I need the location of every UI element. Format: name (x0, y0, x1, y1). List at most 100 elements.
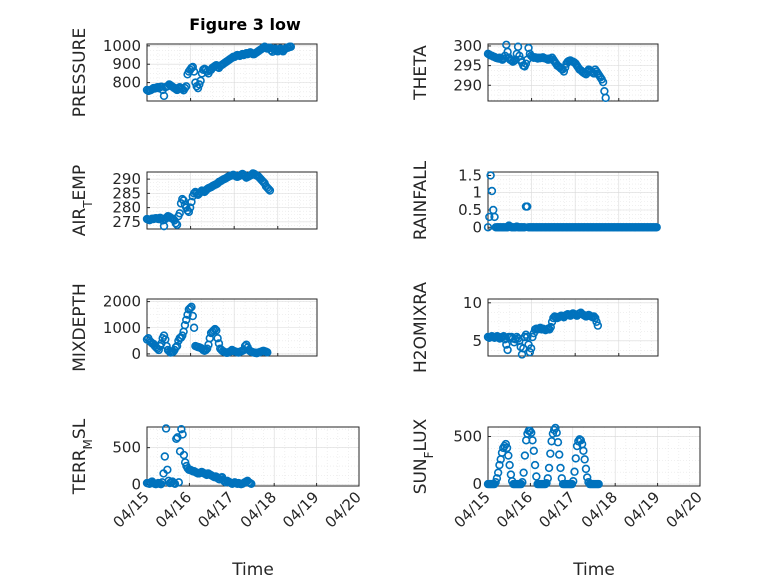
h2omixra-y-tick-label: 10 (463, 294, 482, 312)
rainfall-data-point (483, 223, 493, 232)
sun-flux-data-point (576, 436, 586, 445)
sun-flux-x-tick-label: 04/17 (535, 488, 578, 531)
air-temp-data-point (187, 197, 196, 207)
h2omixra-y-axis-label: H2OMIXRA (411, 282, 431, 373)
theta-data-point (598, 77, 608, 87)
terr-msl-data-point (160, 452, 170, 461)
terr-msl-x-tick-label: 04/15 (110, 488, 153, 531)
theta-y-tick-label: 295 (453, 57, 482, 75)
sun-flux-x-axis-label: Time (572, 560, 615, 580)
sun-flux-data-point (580, 455, 589, 464)
pressure-y-tick-label: 800 (112, 74, 141, 92)
mixdepth-data-point (178, 331, 187, 340)
terr-msl-x-tick-label: 04/18 (237, 488, 280, 531)
air-temp-y-axis-label: AIRTEMP (70, 165, 95, 236)
h2omixra-data-point (593, 321, 603, 330)
sun-flux-data-point (492, 474, 502, 483)
air-temp-y-tick-label: 290 (112, 170, 141, 188)
mixdepth-data-point (210, 324, 220, 334)
figure-title: Figure 3 low (189, 15, 301, 34)
pressure-y-axis-label: PRESSURE (70, 28, 90, 117)
air-temp-data-point (184, 207, 194, 217)
sun-flux-data-point (569, 477, 578, 486)
pressure-axes-border (146, 43, 318, 102)
terr-msl-data-point (177, 425, 186, 434)
sun-flux-y-tick-label: 0 (472, 475, 482, 493)
mixdepth-y-axis-label: MIXDEPTH (70, 283, 90, 372)
h2omixra-data-point (528, 332, 537, 342)
air-temp-y-tick-label: 275 (112, 213, 141, 231)
rainfall-data-point (487, 186, 497, 196)
sun-flux-y-axis-label: SUNFLUX (411, 418, 436, 494)
h2omixra-data-point (525, 348, 535, 357)
sun-flux-y-tick-label: 500 (453, 428, 482, 446)
h2omixra-axes-border (487, 298, 659, 357)
sun-flux-x-tick-label: 04/16 (493, 488, 536, 531)
sun-flux-data-point (551, 423, 560, 433)
sun-flux-data-point (519, 468, 528, 477)
h2omixra-axes-box (487, 298, 659, 357)
pressure-axes-box (146, 43, 318, 102)
air-temp-data-point (171, 219, 180, 228)
mixdepth-data-point (187, 302, 196, 312)
sun-flux-data-point (543, 474, 552, 483)
air-temp-data-point (265, 186, 275, 195)
terr-msl-data-point (178, 430, 187, 439)
sun-flux-data-point (552, 428, 561, 437)
theta-y-tick-label: 290 (453, 76, 482, 94)
terr-msl-x-tick-label: 04/16 (152, 488, 195, 531)
terr-msl-data-point (163, 465, 172, 474)
h2omixra-data-point (592, 317, 601, 326)
theta-data-point (559, 67, 569, 76)
mixdepth-data-point (182, 315, 191, 325)
sun-flux-axes-box (487, 426, 701, 487)
mixdepth-y-tick-label: 1000 (103, 319, 141, 337)
sun-flux-data-point (502, 443, 512, 453)
sun-flux-panel: 0 500 04/15 04/16 04/17 04/18 04/19 04/20 Time SU… (411, 418, 706, 580)
air-temp-data-point (264, 184, 273, 194)
rainfall-y-axis-label: RAINFALL (411, 160, 431, 240)
air-temp-y-tick-label: 285 (112, 184, 141, 202)
terr-msl-x-axis-label: Time (231, 560, 274, 580)
air-temp-data-point (185, 203, 195, 212)
h2omixra-data-point (591, 313, 600, 323)
mixdepth-y-tick-label: 2000 (103, 293, 141, 311)
air-temp-data-point (172, 220, 182, 229)
mixdepth-data-point (185, 303, 195, 313)
h2omixra-data-point (502, 340, 511, 349)
terr-msl-y-axis-label: TERRMSL (70, 418, 95, 495)
sun-flux-data-point (527, 428, 536, 437)
air-temp-y-tick-label: 280 (112, 199, 141, 217)
rainfall-y-tick-label: 1.5 (458, 166, 482, 184)
sun-flux-data-point (581, 464, 591, 474)
sun-flux-data-point (495, 460, 504, 470)
terr-msl-data-point (161, 424, 171, 433)
mixdepth-data-point (209, 326, 218, 335)
mixdepth-data-point (263, 348, 272, 357)
sun-flux-data-point (553, 438, 563, 447)
sun-flux-data-point (501, 439, 511, 449)
pressure-data-point (159, 91, 169, 101)
terr-msl-y-tick-label: 500 (112, 439, 141, 457)
theta-data-point (521, 59, 531, 68)
h2omixra-y-tick-label: 5 (472, 332, 482, 350)
sun-flux-data-point (544, 463, 554, 473)
terr-msl-data-point (170, 479, 180, 488)
sun-flux-data-point (530, 460, 540, 470)
mixdepth-panel: 0 1000 2000 MIXDEPTH (70, 283, 318, 372)
sun-flux-x-tick-label: 04/15 (451, 488, 494, 531)
mixdepth-data-point (159, 331, 169, 340)
terr-msl-panel: 0 500 04/15 04/16 04/17 04/18 04/19 04/20 Time TE… (70, 418, 365, 580)
sun-flux-data-point (556, 463, 565, 473)
sun-flux-data-point (493, 468, 503, 477)
sun-flux-data-point (518, 477, 527, 487)
terr-msl-x-tick-label: 04/17 (194, 488, 237, 531)
terr-msl-data-point (172, 434, 181, 443)
h2omixra-data-point (546, 322, 555, 332)
theta-y-tick-label: 300 (453, 37, 482, 55)
pressure-data-point (195, 80, 204, 89)
